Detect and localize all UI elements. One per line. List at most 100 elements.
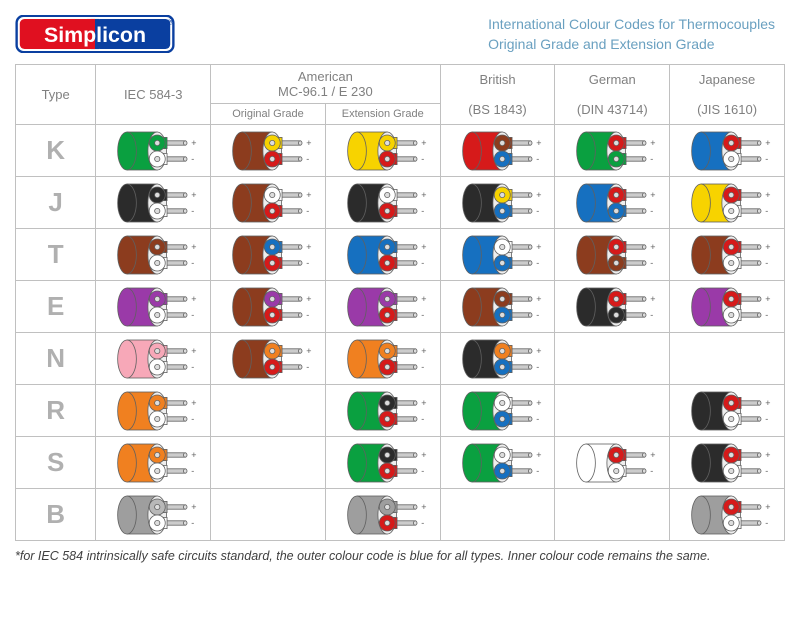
svg-text:-: -: [421, 206, 424, 216]
cable-cell: +-: [96, 333, 211, 385]
svg-text:-: -: [765, 258, 768, 268]
cable-icon: +-: [337, 494, 429, 536]
svg-text:+: +: [191, 346, 196, 356]
cable-cell: +-: [96, 177, 211, 229]
svg-text:-: -: [421, 310, 424, 320]
svg-text:-: -: [536, 414, 539, 424]
cable-icon: +-: [222, 286, 314, 328]
svg-text:+: +: [651, 450, 656, 460]
cable-icon: +-: [566, 442, 658, 484]
svg-text:-: -: [191, 518, 194, 528]
cable-cell: +-: [325, 229, 440, 281]
table-row: N+-+-+-+-: [16, 333, 785, 385]
svg-text:+: +: [191, 502, 196, 512]
svg-text:+: +: [306, 294, 311, 304]
table-row: S+-+-+-+-+-: [16, 437, 785, 489]
cable-cell: +-: [670, 229, 785, 281]
cable-icon: +-: [222, 338, 314, 380]
col-type: Type: [16, 65, 96, 125]
col-british-sub: (BS 1843): [443, 102, 553, 117]
svg-text:+: +: [421, 190, 426, 200]
svg-text:-: -: [765, 310, 768, 320]
svg-text:-: -: [306, 258, 309, 268]
cable-cell: +-: [325, 125, 440, 177]
cable-icon: +-: [222, 182, 314, 224]
cable-cell: +-: [325, 281, 440, 333]
svg-text:+: +: [191, 294, 196, 304]
cable-icon: +-: [452, 182, 544, 224]
cable-cell: +-: [96, 125, 211, 177]
svg-text:+: +: [536, 450, 541, 460]
header-row-1: Type IEC 584-3 American MC-96.1 / E 230 …: [16, 65, 785, 104]
cable-cell: +-: [555, 229, 670, 281]
cable-cell: +-: [211, 333, 326, 385]
cable-icon: +-: [681, 234, 773, 276]
table-row: J+-+-+-+-+-+-: [16, 177, 785, 229]
svg-text:+: +: [536, 242, 541, 252]
svg-text:-: -: [421, 154, 424, 164]
svg-text:+: +: [765, 398, 770, 408]
svg-text:+: +: [536, 294, 541, 304]
svg-text:-: -: [765, 518, 768, 528]
cable-cell: +-: [96, 385, 211, 437]
svg-text:-: -: [651, 466, 654, 476]
cable-cell: +-: [670, 385, 785, 437]
cable-cell: +-: [670, 489, 785, 541]
cable-cell: [440, 489, 555, 541]
col-japanese-top: Japanese: [672, 72, 782, 87]
footnote: *for IEC 584 intrinsically safe circuits…: [15, 549, 785, 563]
svg-text:+: +: [536, 346, 541, 356]
cable-cell: +-: [325, 177, 440, 229]
cable-cell: +-: [211, 281, 326, 333]
svg-text:-: -: [306, 362, 309, 372]
col-german: German (DIN 43714): [555, 65, 670, 125]
svg-text:-: -: [421, 466, 424, 476]
cable-cell: +-: [440, 177, 555, 229]
svg-text:+: +: [651, 138, 656, 148]
cable-cell: +-: [555, 125, 670, 177]
type-label: E: [16, 281, 96, 333]
cable-icon: +-: [681, 442, 773, 484]
svg-text:-: -: [421, 258, 424, 268]
cable-cell: [211, 385, 326, 437]
svg-text:+: +: [421, 294, 426, 304]
svg-text:-: -: [191, 206, 194, 216]
cable-icon: +-: [566, 130, 658, 172]
svg-text:+: +: [765, 502, 770, 512]
svg-text:-: -: [536, 258, 539, 268]
type-label: R: [16, 385, 96, 437]
col-american-sub: MC-96.1 / E 230: [213, 84, 438, 99]
cable-cell: +-: [670, 281, 785, 333]
title-line-1: International Colour Codes for Thermocou…: [488, 15, 775, 35]
cable-cell: +-: [96, 229, 211, 281]
cable-cell: +-: [670, 177, 785, 229]
cable-icon: +-: [107, 130, 199, 172]
cable-cell: +-: [440, 437, 555, 489]
svg-text:+: +: [421, 502, 426, 512]
svg-text:-: -: [306, 154, 309, 164]
cable-cell: +-: [440, 333, 555, 385]
logo-reg: ®: [168, 18, 174, 27]
cable-icon: +-: [107, 182, 199, 224]
svg-text:+: +: [191, 450, 196, 460]
cable-cell: [211, 489, 326, 541]
cable-icon: +-: [337, 286, 429, 328]
cable-icon: +-: [566, 234, 658, 276]
col-german-sub: (DIN 43714): [557, 102, 667, 117]
cable-cell: +-: [555, 177, 670, 229]
table-body: K+-+-+-+-+-+-J+-+-+-+-+-+-T+-+-+-+-+-+-E…: [16, 125, 785, 541]
svg-text:+: +: [765, 190, 770, 200]
cable-cell: +-: [325, 489, 440, 541]
cable-cell: +-: [96, 281, 211, 333]
cable-icon: +-: [337, 390, 429, 432]
cable-cell: +-: [440, 281, 555, 333]
svg-text:-: -: [536, 362, 539, 372]
table-row: R+-+-+-+-: [16, 385, 785, 437]
cable-icon: +-: [566, 182, 658, 224]
svg-text:-: -: [421, 518, 424, 528]
cable-icon: +-: [681, 286, 773, 328]
table-row: B+-+-+-: [16, 489, 785, 541]
table-row: K+-+-+-+-+-+-: [16, 125, 785, 177]
svg-text:+: +: [765, 450, 770, 460]
cable-cell: [555, 489, 670, 541]
